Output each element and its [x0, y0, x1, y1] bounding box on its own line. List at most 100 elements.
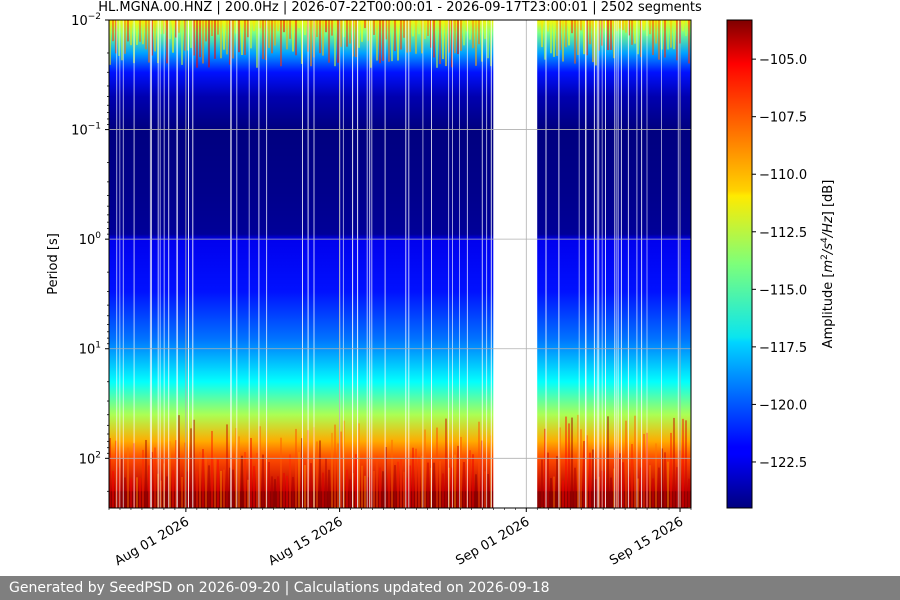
colorbar-label: Amplitude [m2/s4/Hz] [dB]: [820, 180, 836, 349]
texture-column: [178, 415, 180, 508]
segment-gap-line: [627, 20, 629, 508]
texture-column: [424, 20, 426, 39]
texture-column: [613, 20, 615, 59]
texture-column: [553, 20, 555, 57]
footer-bar: Generated by SeedPSD on 2026-09-20 | Cal…: [0, 576, 900, 600]
texture-column: [418, 456, 420, 508]
texture-column: [181, 476, 183, 508]
texture-column: [382, 20, 384, 61]
texture-column: [118, 467, 120, 508]
segment-gap-line: [176, 20, 178, 508]
texture-column: [565, 416, 567, 508]
colorbar-tick-label: −115.0: [759, 283, 807, 298]
colorbar-ticks: −105.0 −107.5 −110.0 −112.5 −115.0 −117.5 −120…: [752, 53, 807, 471]
texture-column: [619, 20, 621, 29]
texture-column: [340, 20, 342, 47]
texture-column: [208, 20, 210, 68]
segment-gap-line: [677, 20, 679, 508]
texture-column: [202, 20, 204, 64]
texture-column: [295, 20, 297, 56]
texture-column: [652, 20, 654, 55]
texture-column: [121, 459, 123, 508]
segment-gap-line: [371, 20, 373, 508]
texture-column: [652, 478, 654, 508]
texture-column: [577, 414, 579, 508]
texture-column: [214, 20, 216, 59]
texture-column: [244, 452, 246, 508]
texture-column: [241, 455, 243, 508]
texture-column: [217, 20, 219, 35]
segment-gap-line: [258, 20, 260, 508]
segment-gap-line: [490, 20, 492, 508]
texture-column: [676, 467, 678, 508]
texture-column: [463, 20, 465, 46]
texture-column: [334, 20, 336, 67]
texture-column: [145, 20, 147, 50]
texture-column: [211, 430, 213, 508]
texture-column: [640, 20, 642, 57]
texture-column: [346, 469, 348, 508]
texture-column: [232, 469, 234, 508]
texture-column: [568, 423, 570, 508]
texture-column: [559, 20, 561, 51]
texture-column: [226, 20, 228, 55]
texture-column: [409, 20, 411, 53]
texture-column: [256, 453, 258, 508]
colorbar-tick-label: −120.0: [759, 398, 807, 413]
texture-column: [175, 440, 177, 508]
segment-gap-line: [452, 20, 453, 508]
texture-column: [394, 465, 396, 508]
texture-column: [337, 443, 339, 508]
texture-column: [358, 20, 360, 48]
segment-gap-line: [598, 20, 600, 508]
texture-column: [589, 452, 591, 508]
segment-gap-line: [168, 20, 170, 508]
segment-gap-line: [481, 20, 483, 508]
y-axis: 10−2 10−1 100 101 102: [71, 12, 109, 492]
texture-column: [670, 432, 672, 508]
texture-column: [136, 477, 138, 508]
texture-column: [592, 449, 594, 508]
x-axis: Aug 01 2026 Aug 15 2026 Sep 01 2026 Sep 15 …: [108, 508, 692, 569]
texture-column: [235, 428, 237, 508]
texture-column: [487, 473, 489, 508]
texture-column: [253, 466, 255, 508]
texture-column: [628, 20, 630, 36]
texture-column: [640, 467, 642, 508]
texture-column: [433, 462, 435, 508]
texture-column: [406, 478, 408, 508]
texture-column: [544, 428, 546, 508]
texture-column: [487, 20, 489, 59]
texture-column: [376, 20, 378, 61]
x-tick-label: Aug 15 2026: [266, 514, 346, 569]
texture-column: [418, 20, 420, 35]
texture-column: [292, 476, 294, 508]
texture-column: [655, 20, 657, 44]
segment-gap-line: [369, 20, 371, 508]
texture-column: [289, 454, 291, 508]
texture-column: [283, 20, 285, 33]
texture-column: [634, 20, 636, 44]
texture-column: [247, 20, 249, 38]
texture-column: [484, 471, 486, 508]
texture-column: [565, 20, 567, 48]
texture-column: [142, 20, 144, 45]
y-axis-label: Period [s]: [46, 233, 61, 295]
texture-column: [424, 429, 426, 508]
footer-text: Generated by SeedPSD on 2026-09-20 | Cal…: [9, 580, 550, 596]
texture-column: [463, 462, 465, 508]
texture-column: [460, 436, 462, 508]
texture-column: [595, 20, 597, 66]
texture-column: [124, 477, 126, 508]
texture-column: [280, 20, 282, 67]
texture-column: [190, 20, 192, 48]
plot-area: [109, 20, 691, 508]
texture-column: [427, 462, 429, 508]
texture-column: [334, 424, 336, 508]
texture-column: [445, 418, 447, 508]
segment-gap-line: [558, 20, 560, 508]
texture-column: [361, 465, 363, 508]
segment-gap-line: [596, 20, 598, 508]
texture-column: [220, 20, 222, 59]
